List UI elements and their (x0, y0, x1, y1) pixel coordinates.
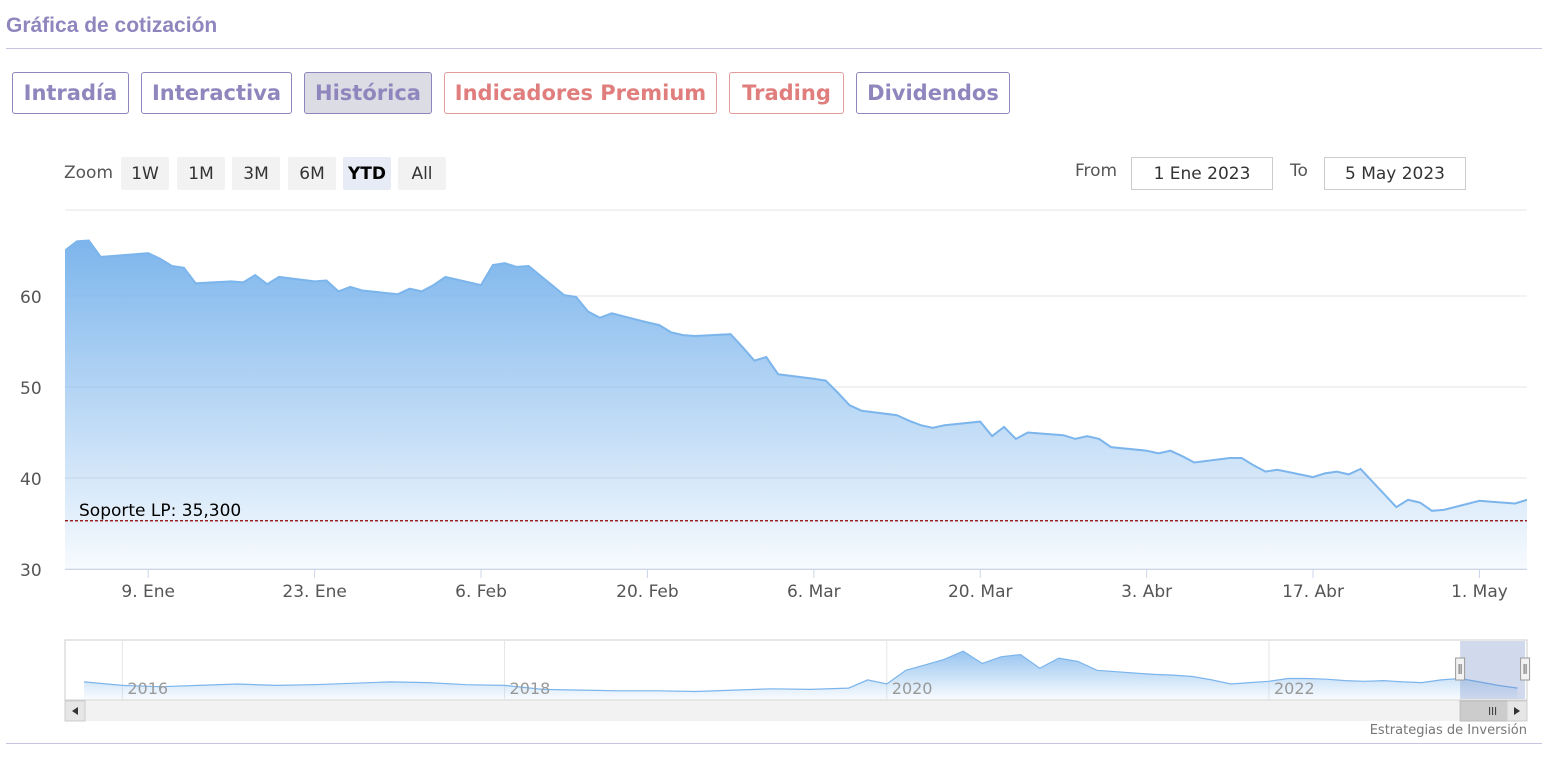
x-tick-label: 20. Mar (948, 582, 1013, 602)
bottom-divider (6, 743, 1542, 744)
zoom-ytd-button[interactable]: YTD (343, 157, 391, 190)
navigator-tick-label: 2020 (892, 679, 933, 698)
x-tick-label: 17. Abr (1282, 582, 1344, 602)
scrollbar[interactable] (64, 700, 1528, 722)
tab-trading[interactable]: Trading (729, 72, 844, 114)
scrollbar-track[interactable] (65, 701, 1527, 721)
y-tick-label: 50 (20, 379, 42, 399)
navigator-handle-right[interactable] (1520, 657, 1531, 681)
tab-dividendos[interactable]: Dividendos (856, 72, 1010, 114)
tab-intradia[interactable]: Intradía (12, 72, 129, 114)
credit-label: Estrategias de Inversión (1369, 723, 1527, 738)
price-chart: 60 50 40 30 Soporte LP: 35,300 9. Ene 23. En… (20, 209, 1531, 722)
x-axis: 9. Ene 23. Ene 6. Feb 20. Feb 6. Mar 20. Mar 3… (121, 569, 1508, 602)
y-tick-label: 60 (20, 288, 42, 308)
x-tick-label: 6. Feb (455, 582, 507, 602)
navigator-line (84, 650, 1518, 693)
navigator-x-axis: 2016 2018 2020 2022 (127, 679, 1314, 698)
from-label: From (1075, 161, 1118, 181)
section-title: Gráfica de cotización (6, 14, 218, 37)
navigator[interactable]: 2016 2018 2020 2022 (64, 639, 1531, 701)
navigator-tick-label: 2022 (1274, 679, 1315, 698)
x-tick-label: 20. Feb (616, 582, 679, 602)
scrollbar-grip-icon (1489, 707, 1497, 715)
from-date-input[interactable] (1131, 157, 1273, 190)
tab-interactiva[interactable]: Interactiva (141, 72, 292, 114)
navigator-area (84, 651, 1518, 699)
zoom-1m-button[interactable]: 1M (177, 157, 225, 190)
x-tick-label: 9. Ene (121, 582, 175, 602)
zoom-6m-button[interactable]: 6M (288, 157, 336, 190)
y-tick-label: 30 (20, 561, 42, 581)
navigator-tick-label: 2016 (127, 679, 168, 698)
x-tick-label: 6. Mar (787, 582, 841, 602)
zoom-1w-button[interactable]: 1W (121, 157, 169, 190)
zoom-label: Zoom (64, 163, 114, 183)
navigator-selection[interactable] (1460, 641, 1526, 699)
tab-indicadores-premium[interactable]: Indicadores Premium (444, 72, 717, 114)
y-axis: 60 50 40 30 (20, 288, 42, 581)
support-label: Soporte LP: 35,300 (79, 501, 241, 521)
x-tick-label: 23. Ene (282, 582, 346, 602)
scroll-left-arrow-icon (72, 707, 78, 715)
scroll-right-arrow-icon (1514, 707, 1520, 715)
zoom-3m-button[interactable]: 3M (232, 157, 280, 190)
zoom-all-button[interactable]: All (398, 157, 446, 190)
price-line (65, 239, 1527, 512)
x-tick-label: 1. May (1451, 582, 1508, 602)
navigator-tick-label: 2018 (510, 679, 551, 698)
y-tick-label: 40 (20, 470, 42, 490)
title-divider (6, 48, 1542, 49)
navigator-handle-left[interactable] (1455, 657, 1466, 681)
tab-historica[interactable]: Histórica (304, 72, 432, 114)
price-area (65, 240, 1527, 569)
to-date-input[interactable] (1324, 157, 1466, 190)
x-tick-label: 3. Abr (1121, 582, 1172, 602)
to-label: To (1290, 161, 1308, 181)
